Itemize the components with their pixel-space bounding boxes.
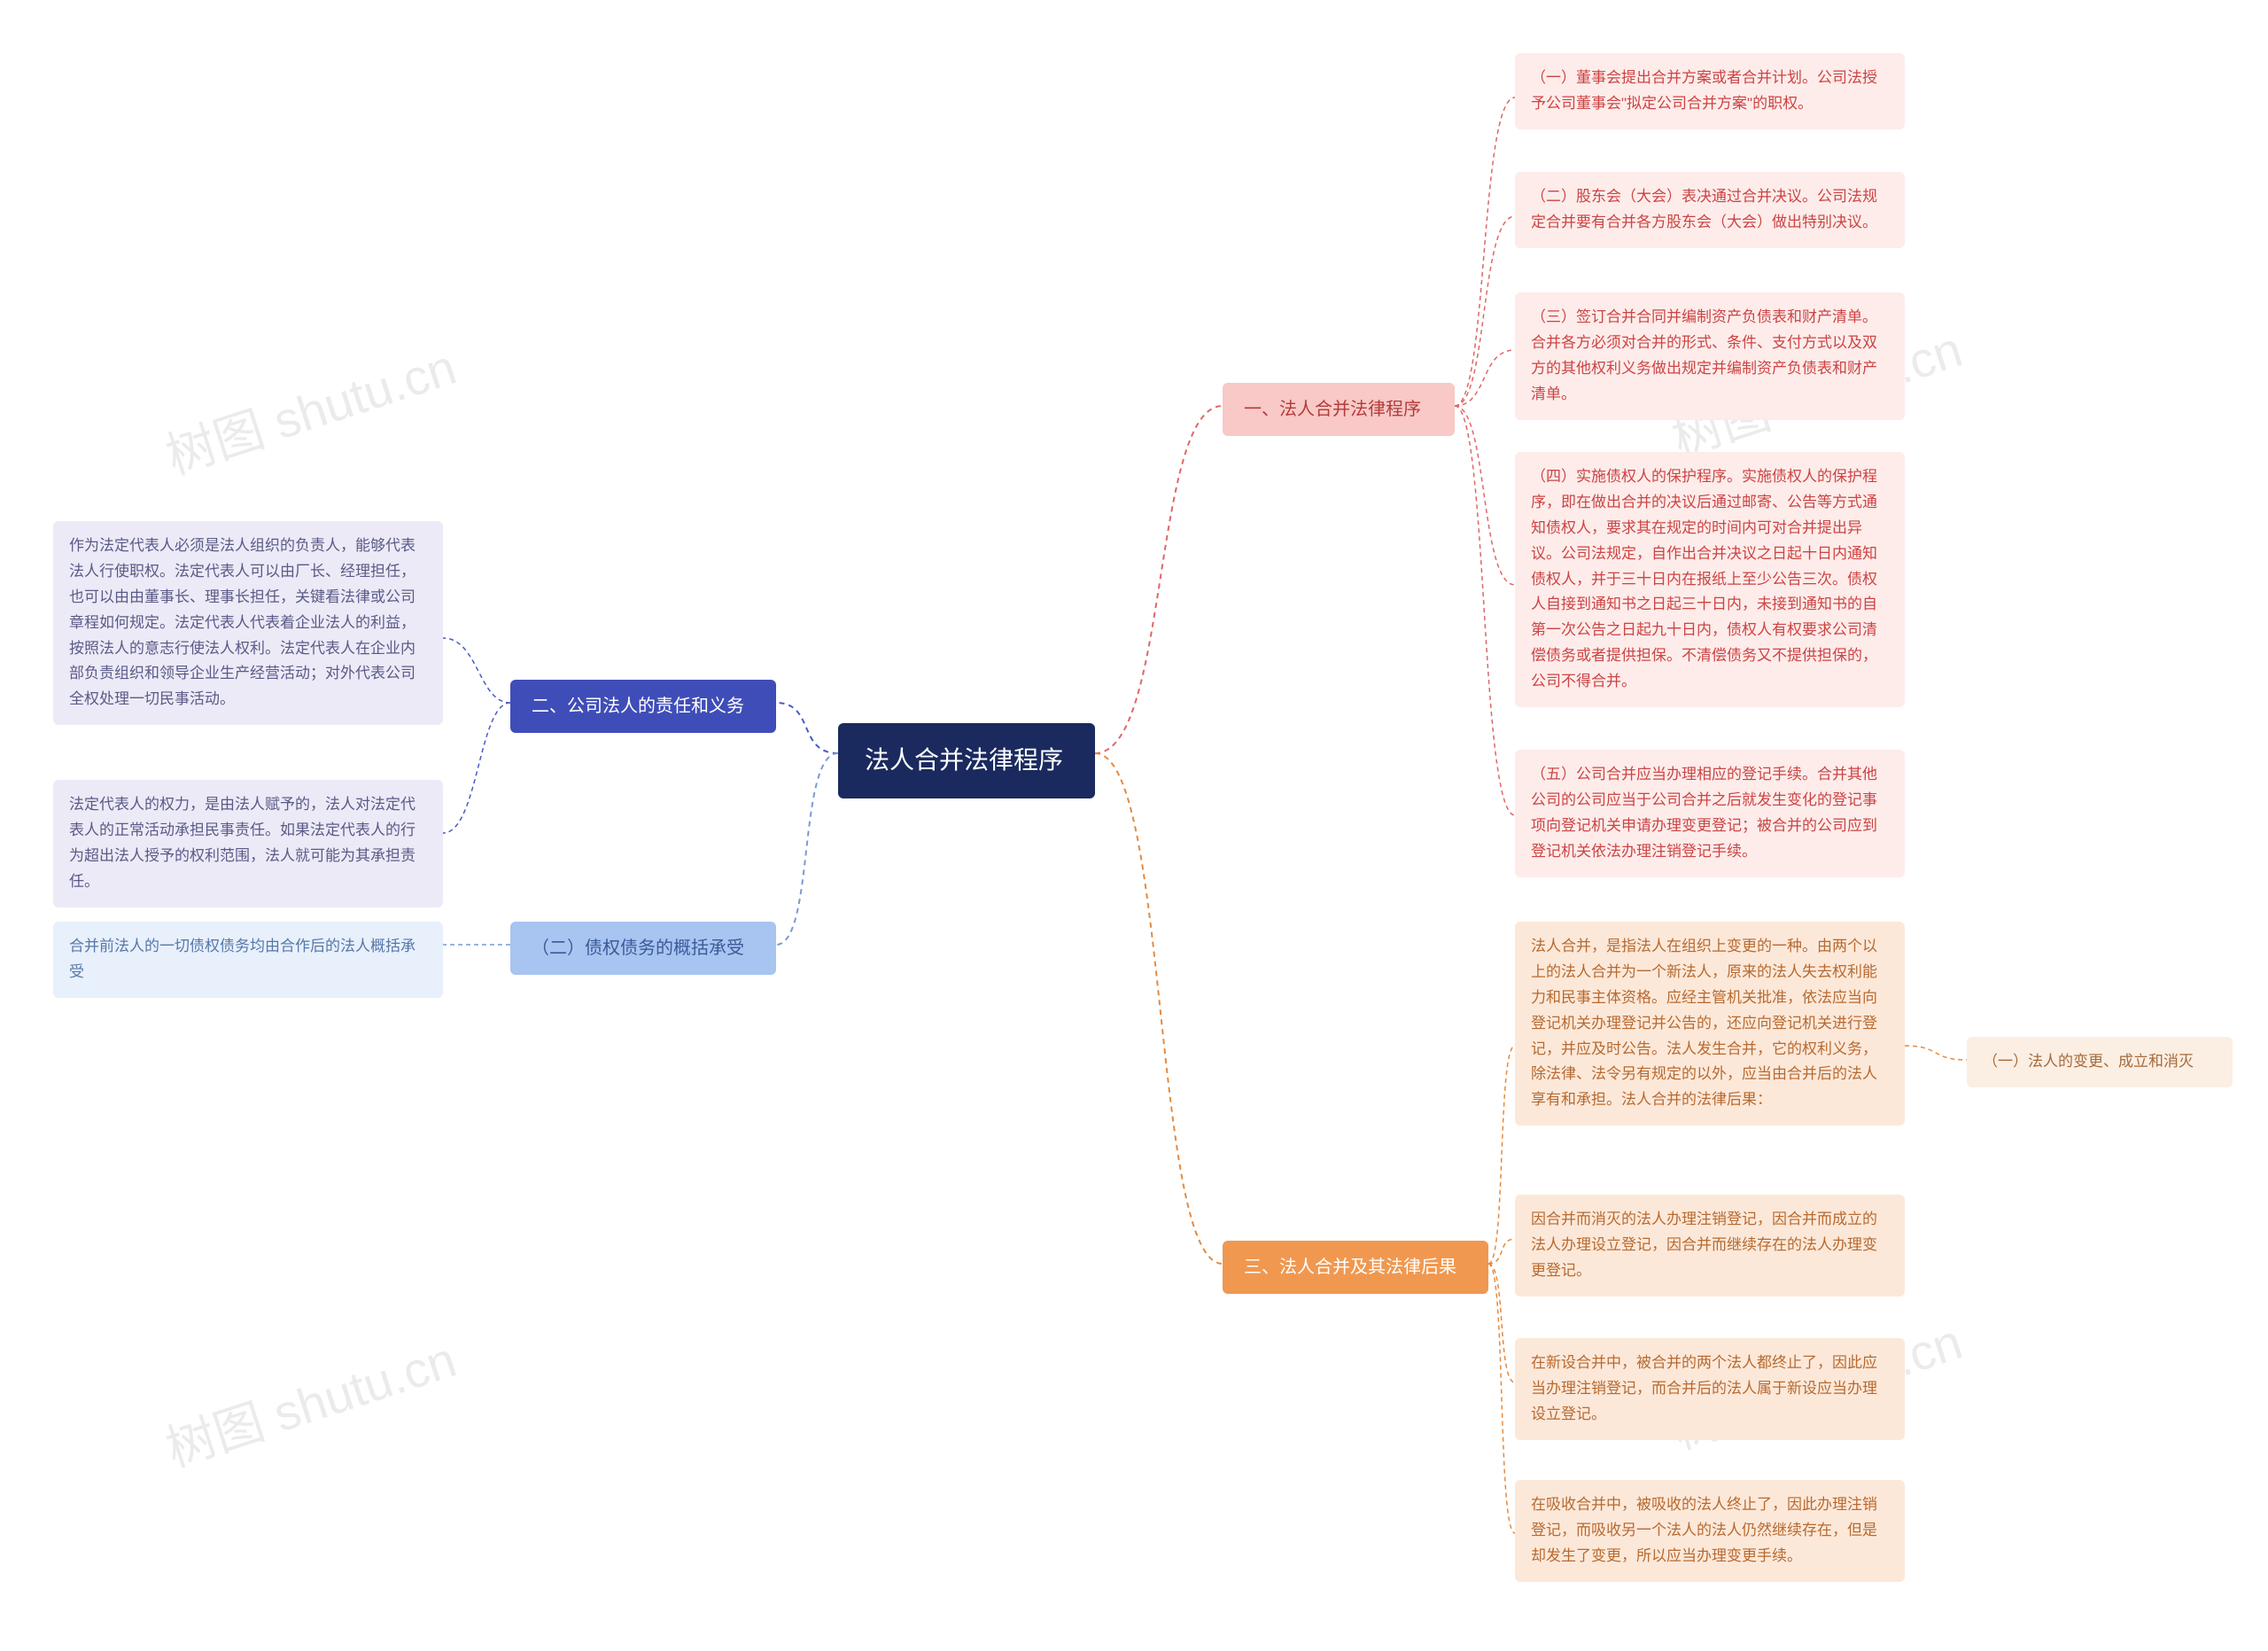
branch-1-leaf-2[interactable]: （三）签订合并合同并编制资产负债表和财产清单。合并各方必须对合并的形式、条件、支…: [1515, 292, 1905, 420]
branch-1-leaf-4[interactable]: （五）公司合并应当办理相应的登记手续。合并其他公司的公司应当于公司合并之后就发生…: [1515, 750, 1905, 877]
branch-4[interactable]: 三、法人合并及其法律后果: [1223, 1241, 1488, 1294]
branch-4-leaf-0[interactable]: 法人合并，是指法人在组织上变更的一种。由两个以上的法人合并为一个新法人，原来的法…: [1515, 922, 1905, 1125]
branch-1-leaf-3[interactable]: （四）实施债权人的保护程序。实施债权人的保护程序，即在做出合并的决议后通过邮寄、…: [1515, 452, 1905, 707]
branch-1-leaf-1[interactable]: （二）股东会（大会）表决通过合并决议。公司法规定合并要有合并各方股东会（大会）做…: [1515, 172, 1905, 248]
branch-4-leaf-2[interactable]: 在新设合并中，被合并的两个法人都终止了，因此应当办理注销登记，而合并后的法人属于…: [1515, 1338, 1905, 1440]
branch-2[interactable]: 二、公司法人的责任和义务: [510, 680, 776, 733]
branch-1[interactable]: 一、法人合并法律程序: [1223, 383, 1455, 436]
branch-3-leaf-0[interactable]: 合并前法人的一切债权债务均由合作后的法人概括承受: [53, 922, 443, 998]
branch-4-leaf-1[interactable]: 因合并而消灭的法人办理注销登记，因合并而成立的法人办理设立登记，因合并而继续存在…: [1515, 1195, 1905, 1297]
watermark-1: 树图 shutu.cn: [156, 328, 464, 489]
watermark-3: 树图 shutu.cn: [156, 1320, 464, 1482]
branch-3[interactable]: （二）债权债务的概括承受: [510, 922, 776, 975]
branch-4-sub[interactable]: （一）法人的变更、成立和消灭: [1967, 1037, 2233, 1087]
branch-4-leaf-3[interactable]: 在吸收合并中，被吸收的法人终止了，因此办理注销登记，而吸收另一个法人的法人仍然继…: [1515, 1480, 1905, 1582]
branch-1-leaf-0[interactable]: （一）董事会提出合并方案或者合并计划。公司法授予公司董事会"拟定公司合并方案"的…: [1515, 53, 1905, 129]
root-node[interactable]: 法人合并法律程序: [838, 723, 1095, 798]
branch-2-leaf-0[interactable]: 作为法定代表人必须是法人组织的负责人，能够代表法人行使职权。法定代表人可以由厂长…: [53, 521, 443, 725]
branch-2-leaf-1[interactable]: 法定代表人的权力，是由法人赋予的，法人对法定代表人的正常活动承担民事责任。如果法…: [53, 780, 443, 907]
